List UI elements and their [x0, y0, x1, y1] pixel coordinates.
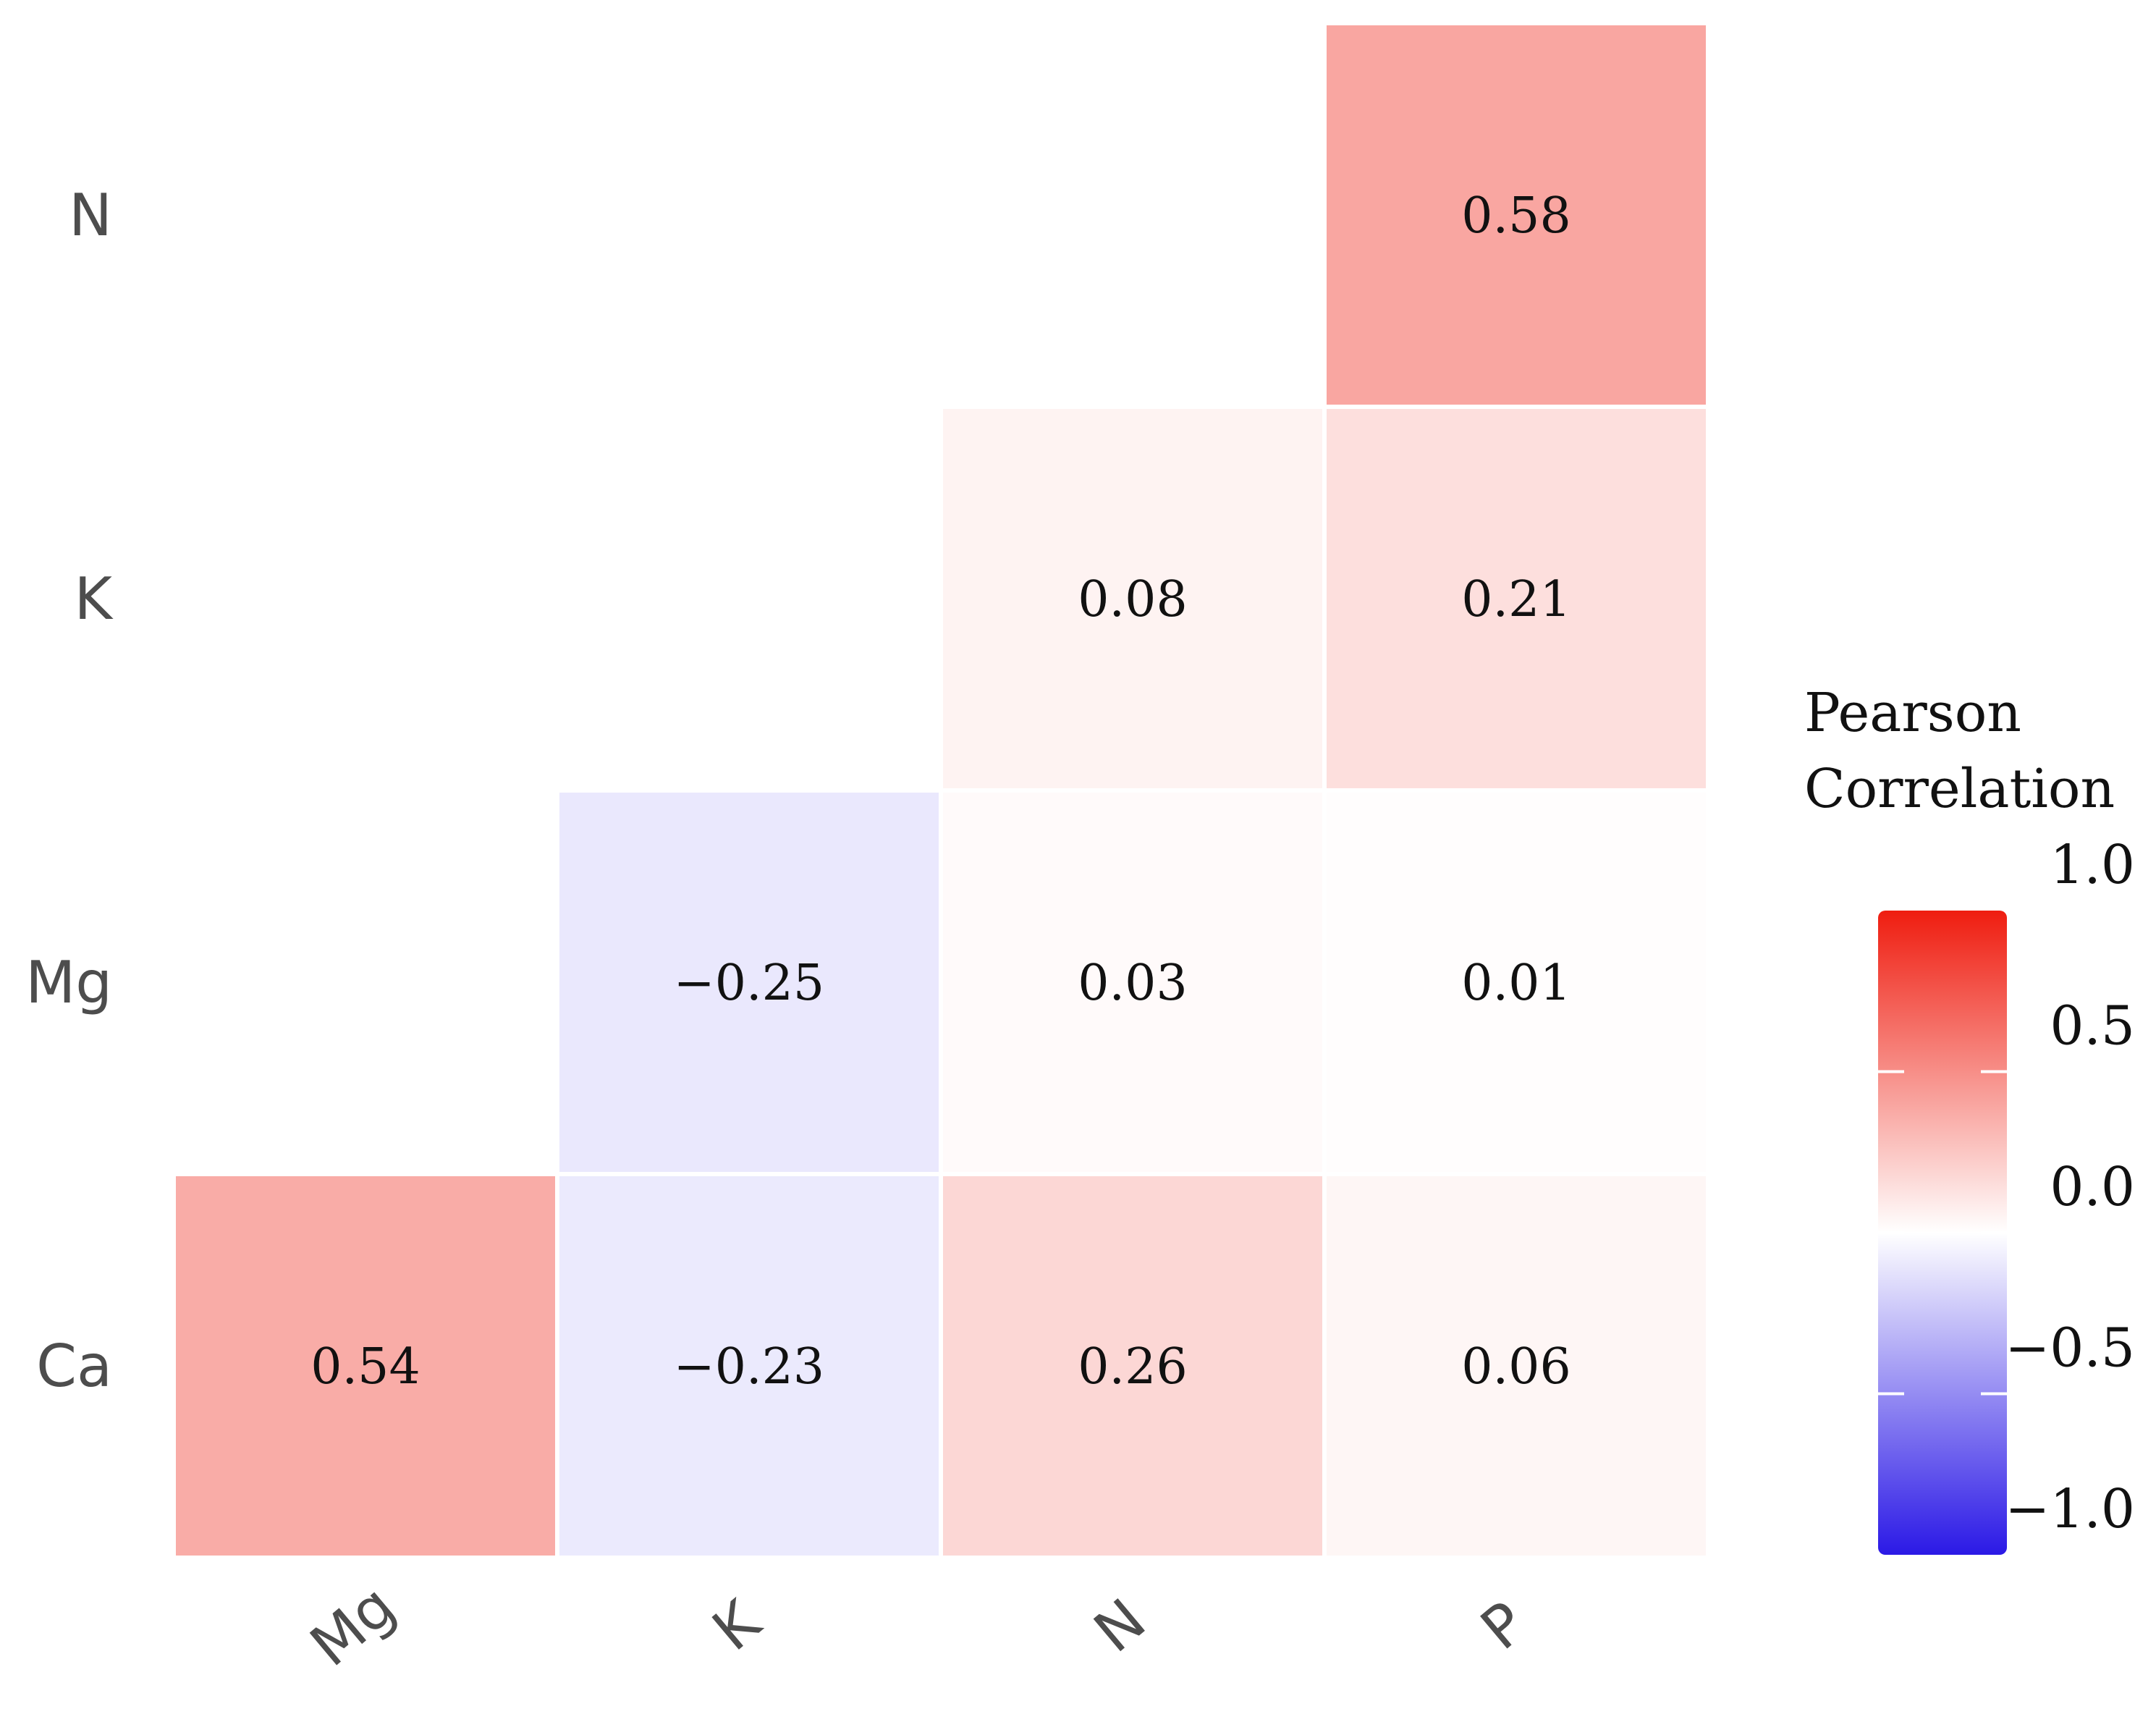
row-label-ca: Ca	[36, 1333, 112, 1400]
row-label-mg: Mg	[25, 949, 112, 1016]
col-label-k: K	[700, 1587, 774, 1664]
cell-value-mg-k: −0.25	[674, 955, 824, 1012]
heatmap-cell-ca-n	[943, 1176, 1322, 1556]
heatmap-cell-k-n	[943, 409, 1322, 788]
legend-title-line2: Correlation	[1804, 758, 2115, 820]
row-label-n: N	[69, 182, 112, 249]
cell-value-ca-p: 0.06	[1461, 1338, 1571, 1396]
legend-tick-0-5: 0.5	[2050, 995, 2135, 1058]
heatmap-cells: 0.58 0.08 0.21 −0.25 0.03 0.01 0.54 −0.23 0.26 0.…	[176, 25, 1706, 1556]
heatmap-cell-mg-p	[1327, 793, 1706, 1172]
legend-tick-neg0-5: −0.5	[2005, 1317, 2135, 1380]
col-label-n: N	[1082, 1586, 1159, 1666]
cell-value-k-p: 0.21	[1461, 571, 1571, 628]
legend-tick-1: 1.0	[2050, 834, 2135, 896]
cell-value-mg-n: 0.03	[1078, 955, 1187, 1012]
heatmap-cell-mg-k	[559, 793, 939, 1172]
cell-value-ca-k: −0.23	[674, 1338, 824, 1396]
x-axis-labels: Mg K N P	[298, 1572, 1539, 1679]
heatmap-cell-n-p	[1327, 25, 1706, 405]
cell-value-mg-p: 0.01	[1461, 955, 1571, 1012]
legend-colorbar	[1878, 911, 2007, 1555]
cell-value-ca-n: 0.26	[1078, 1338, 1187, 1396]
row-label-k: K	[75, 565, 114, 633]
y-axis-labels: N K Mg Ca	[25, 182, 114, 1400]
heatmap-cell-ca-k	[559, 1176, 939, 1556]
legend-title-line1: Pearson	[1804, 682, 2021, 744]
legend-tick-0: 0.0	[2050, 1156, 2135, 1218]
col-label-p: P	[1468, 1589, 1539, 1663]
cell-value-n-p: 0.58	[1461, 187, 1571, 245]
heatmap-cell-mg-n	[943, 793, 1322, 1172]
cell-value-k-n: 0.08	[1078, 571, 1187, 628]
col-label-mg: Mg	[298, 1572, 408, 1679]
heatmap-cell-ca-mg	[176, 1176, 555, 1556]
heatmap-cell-k-p	[1327, 409, 1706, 788]
cell-value-ca-mg: 0.54	[310, 1338, 420, 1396]
heatmap-cell-ca-p	[1327, 1176, 1706, 1556]
legend-tick-neg1: −1.0	[2005, 1478, 2135, 1540]
color-legend: Pearson Correlation 1.0 0.5 0.0 −0.5 −1.0	[1804, 682, 2135, 1555]
